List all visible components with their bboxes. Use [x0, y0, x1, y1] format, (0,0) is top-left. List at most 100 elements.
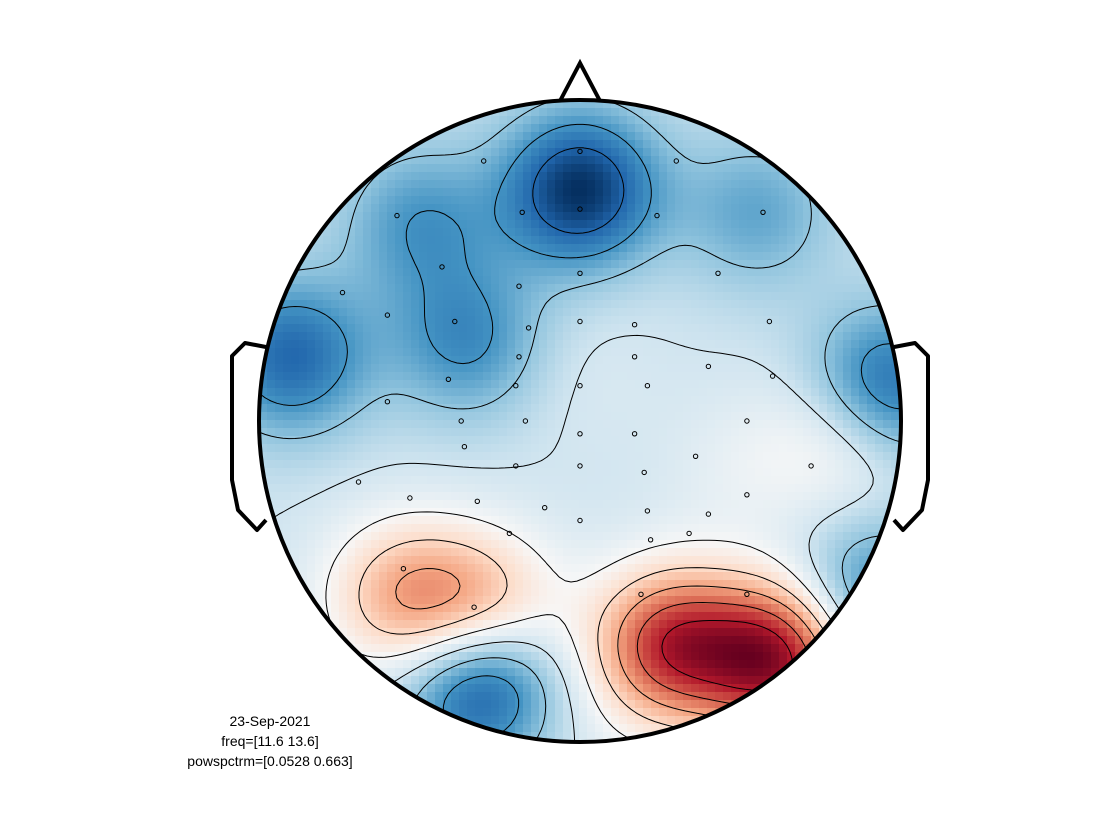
- heat-cell: [443, 564, 452, 573]
- heat-cell: [715, 164, 724, 173]
- heat-cell: [347, 388, 356, 397]
- heat-cell: [403, 404, 412, 413]
- heat-cell: [579, 516, 588, 525]
- heat-cell: [643, 300, 652, 309]
- heat-cell: [371, 492, 380, 501]
- heat-cell: [483, 348, 492, 357]
- heat-cell: [315, 164, 324, 173]
- heat-cell: [843, 356, 852, 365]
- heat-cell: [787, 492, 796, 501]
- heat-cell: [307, 420, 316, 429]
- heat-cell: [883, 196, 892, 205]
- heat-cell: [771, 204, 780, 213]
- heat-cell: [875, 220, 884, 229]
- heat-cell: [291, 428, 300, 437]
- heat-cell: [475, 212, 484, 221]
- heat-cell: [467, 484, 476, 493]
- heat-cell: [299, 444, 308, 453]
- heat-cell: [475, 132, 484, 141]
- heat-cell: [291, 372, 300, 381]
- heat-cell: [443, 148, 452, 157]
- heat-cell: [555, 364, 564, 373]
- heat-cell: [395, 308, 404, 317]
- heat-cell: [339, 316, 348, 325]
- heat-cell: [291, 364, 300, 373]
- heat-cell: [427, 220, 436, 229]
- heat-cell: [563, 428, 572, 437]
- heat-cell: [787, 300, 796, 309]
- heat-cell: [683, 460, 692, 469]
- heat-cell: [403, 212, 412, 221]
- heat-cell: [699, 340, 708, 349]
- heat-cell: [859, 196, 868, 205]
- heat-cell: [699, 292, 708, 301]
- heat-cell: [827, 372, 836, 381]
- heat-cell: [603, 308, 612, 317]
- heat-cell: [755, 236, 764, 245]
- heat-cell: [819, 284, 828, 293]
- heat-cell: [259, 236, 268, 245]
- heat-cell: [627, 164, 636, 173]
- heat-cell: [275, 580, 284, 589]
- heat-cell: [667, 388, 676, 397]
- heat-cell: [403, 204, 412, 213]
- heat-cell: [467, 236, 476, 245]
- heat-cell: [875, 508, 884, 517]
- heat-cell: [459, 132, 468, 141]
- heat-cell: [267, 196, 276, 205]
- heat-cell: [643, 284, 652, 293]
- heat-cell: [747, 268, 756, 277]
- heat-cell: [723, 516, 732, 525]
- heat-cell: [371, 412, 380, 421]
- heat-cell: [323, 148, 332, 157]
- heat-cell: [515, 276, 524, 285]
- heat-cell: [523, 116, 532, 125]
- heat-cell: [419, 156, 428, 165]
- heat-cell: [299, 532, 308, 541]
- heat-cell: [483, 524, 492, 533]
- heat-cell: [315, 188, 324, 197]
- heat-cell: [619, 108, 628, 117]
- heat-cell: [803, 140, 812, 149]
- heat-cell: [451, 444, 460, 453]
- heat-cell: [851, 444, 860, 453]
- heat-cell: [603, 188, 612, 197]
- heat-cell: [611, 380, 620, 389]
- heat-cell: [875, 476, 884, 485]
- heat-cell: [867, 500, 876, 509]
- heat-cell: [883, 556, 892, 565]
- heat-cell: [843, 348, 852, 357]
- heat-cell: [307, 180, 316, 189]
- heat-cell: [627, 580, 636, 589]
- heat-cell: [651, 348, 660, 357]
- heat-cell: [827, 500, 836, 509]
- heat-cell: [819, 236, 828, 245]
- heat-cell: [675, 540, 684, 549]
- heat-cell: [723, 444, 732, 453]
- heat-cell: [523, 212, 532, 221]
- heat-cell: [499, 292, 508, 301]
- heat-cell: [291, 524, 300, 533]
- heat-cell: [699, 196, 708, 205]
- heat-cell: [347, 364, 356, 373]
- heat-cell: [691, 292, 700, 301]
- heat-cell: [811, 452, 820, 461]
- heat-cell: [283, 428, 292, 437]
- heat-cell: [355, 388, 364, 397]
- heat-cell: [403, 244, 412, 253]
- heat-cell: [779, 244, 788, 253]
- heat-cell: [347, 276, 356, 285]
- heat-cell: [427, 356, 436, 365]
- heat-cell: [395, 380, 404, 389]
- heat-cell: [795, 444, 804, 453]
- heat-cell: [387, 412, 396, 421]
- heat-cell: [339, 300, 348, 309]
- heat-cell: [643, 164, 652, 173]
- heat-cell: [571, 140, 580, 149]
- heat-cell: [435, 484, 444, 493]
- heat-cell: [723, 572, 732, 581]
- heat-cell: [539, 148, 548, 157]
- heat-cell: [851, 500, 860, 509]
- heat-cell: [323, 468, 332, 477]
- heat-cell: [891, 172, 900, 181]
